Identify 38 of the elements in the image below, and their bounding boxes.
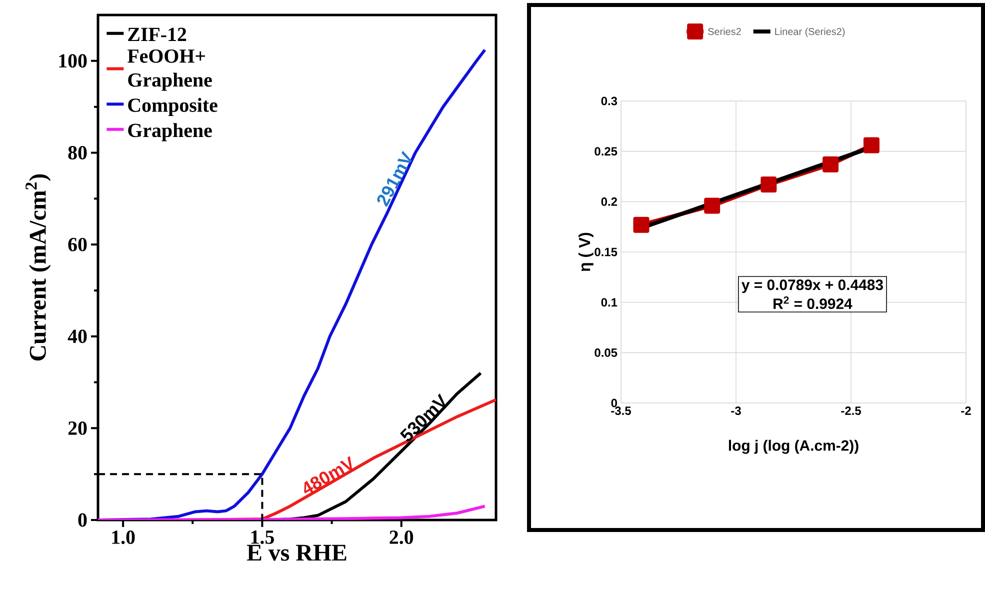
- x-axis-title: E vs RHE: [246, 544, 346, 561]
- legend-label: Linear (Series2): [775, 28, 845, 38]
- y-tick-label: 0.1: [601, 298, 618, 307]
- x-tick-label: -3: [731, 406, 741, 416]
- y-tick-label: 0.3: [601, 96, 618, 106]
- line-series: [98, 504, 486, 520]
- point: [822, 156, 839, 172]
- point: [760, 176, 777, 193]
- legend-label: ZIF-12: [128, 28, 186, 41]
- point: [704, 198, 720, 214]
- y-tick-label: 80: [68, 146, 87, 160]
- x-tick-label: -3.5: [611, 406, 631, 416]
- legend-label: Series2: [708, 28, 741, 36]
- y-tick-label: 0.05: [594, 348, 618, 357]
- y-axis-title: η ( V): [578, 232, 594, 272]
- y-tick-label: 0: [78, 513, 87, 527]
- x-tick-label: 1.0: [112, 530, 135, 544]
- point: [633, 216, 650, 233]
- y-tick-label: 0: [611, 398, 617, 408]
- legend-label: Graphene: [128, 123, 212, 142]
- y-tick-label: 0.2: [601, 197, 618, 206]
- y-tick-label: 100: [59, 54, 87, 68]
- x-tick-label: -2: [961, 406, 971, 415]
- x-axis-title: log j (log (A.cm-2)): [728, 440, 858, 454]
- legend-label: FeOOH+ Graphene: [128, 49, 212, 91]
- y-tick-label: 20: [68, 421, 87, 435]
- y-tick-label: 60: [68, 238, 87, 252]
- x-tick-label: -2.5: [841, 406, 861, 415]
- point: [863, 137, 880, 154]
- x-tick-label: 1.5: [251, 530, 274, 544]
- legend-label: Composite: [128, 98, 218, 116]
- y-axis-title: Current (mA/cm$^{2}$): [26, 174, 51, 361]
- y-tick-label: 0.25: [594, 147, 618, 156]
- y-tick-label: 0.15: [594, 248, 618, 256]
- annotation: R$^{2}$ = 0.9924: [774, 296, 852, 310]
- x-tick-label: 2.0: [390, 530, 414, 544]
- y-tick-label: 40: [68, 330, 87, 344]
- annotation: y = 0.0789x + 0.4483: [742, 280, 883, 294]
